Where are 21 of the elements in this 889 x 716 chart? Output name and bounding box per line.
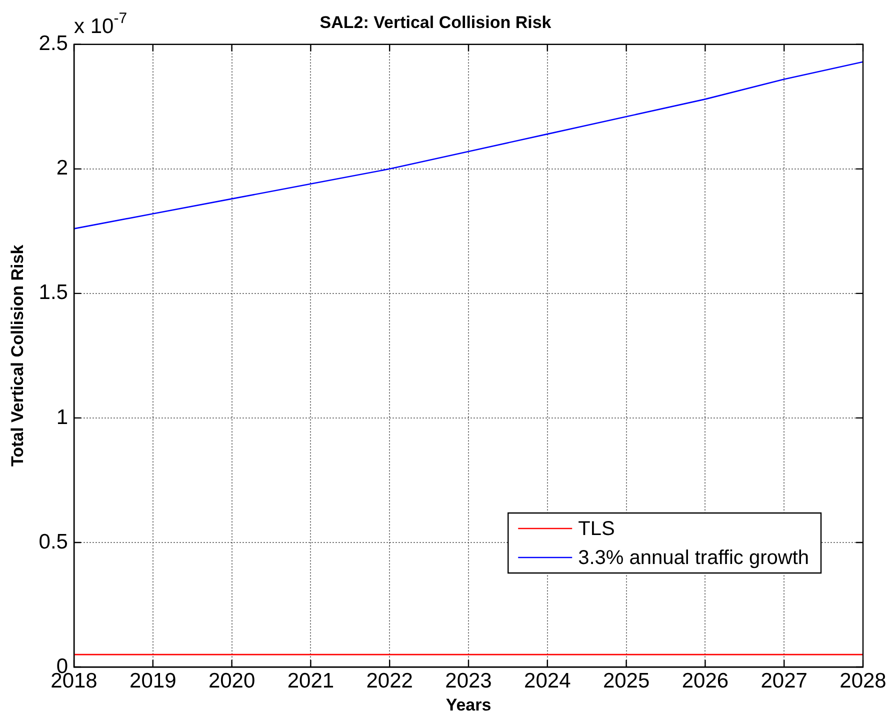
x-tick-label: 2026 [682, 669, 729, 692]
y-tick-label: 0.5 [38, 530, 68, 554]
y-axis-title: Total Vertical Collision Risk [8, 244, 27, 467]
x-tick-label: 2020 [208, 669, 256, 692]
y-tick-label: 1.5 [38, 281, 68, 304]
x-tick-label: 2024 [524, 669, 572, 692]
y-tick-label: 2 [56, 156, 68, 180]
x-tick-label: 2022 [366, 669, 413, 692]
text: x 10$^{-7}$ [74, 10, 128, 38]
x-tick-label: 2025 [602, 669, 650, 692]
y-tick-label: 2.5 [38, 32, 68, 56]
x-tick-label: 2023 [445, 669, 492, 692]
x-axis-title: Years [446, 695, 492, 714]
x-tick-label: 2021 [287, 669, 334, 692]
x-tick-label: 2027 [760, 669, 808, 692]
y-tick-label: 1 [56, 406, 68, 429]
x-tick-label: 2019 [130, 669, 176, 692]
chart-title: SAL2: Vertical Collision Risk [320, 12, 552, 32]
legend-label: 3.3% annual traffic growth [578, 547, 810, 570]
legend-label: TLS [578, 518, 615, 540]
x-tick-label: 2028 [840, 669, 886, 692]
